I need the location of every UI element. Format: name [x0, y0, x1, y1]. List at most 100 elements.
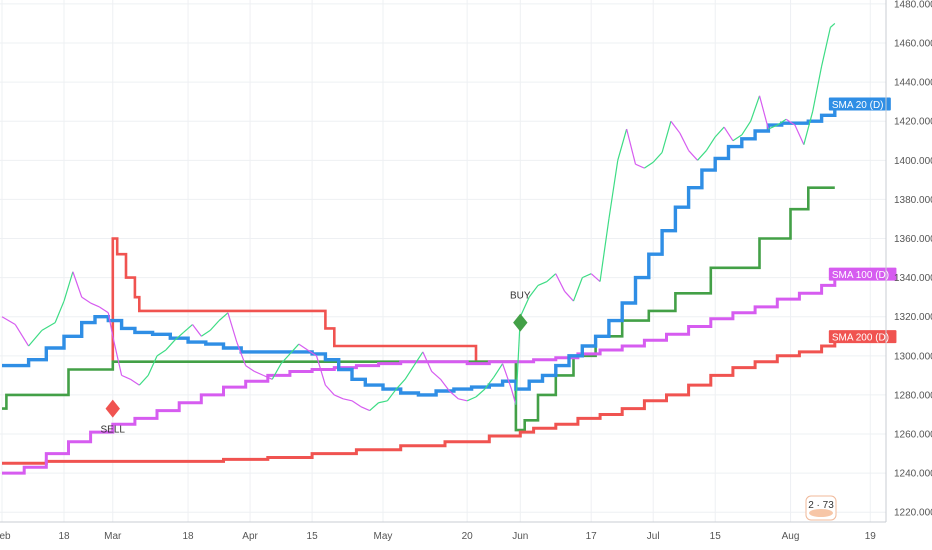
price-segment: [519, 296, 530, 317]
x-tick-label: 17: [586, 531, 598, 542]
price-segment: [72, 271, 83, 298]
price-segment: [697, 150, 707, 161]
x-tick-label: Jul: [647, 531, 660, 542]
price-segment: [147, 355, 158, 376]
price-segment: [515, 316, 521, 405]
series-tag-label: SMA 100 (D): [832, 270, 889, 281]
badge-icon: [809, 509, 833, 517]
x-tick-label: Apr: [242, 531, 258, 542]
price-segment: [14, 324, 30, 347]
y-tick-label: 1460.000: [894, 39, 932, 50]
price-segment: [776, 118, 787, 126]
y-tick-label: 1400.000: [894, 156, 932, 167]
price-segment: [99, 306, 109, 314]
price-segment: [183, 324, 193, 333]
price-segment: [590, 273, 601, 282]
price-segment: [661, 121, 672, 153]
sell-signal-marker[interactable]: [105, 399, 120, 418]
x-tick-label: 15: [307, 531, 319, 542]
y-tick-label: 1320.000: [894, 312, 932, 323]
price-segment: [830, 23, 836, 28]
annotation-layer: SMA 200 (D) SMA 100 (D) SMA 20 (D) SELL BUY 2…: [101, 97, 897, 521]
price-segment: [174, 331, 185, 341]
price-segment: [555, 273, 566, 292]
price-segment: [732, 134, 743, 142]
price-segment: [81, 296, 91, 304]
price-segment: [572, 277, 583, 302]
price-segment: [218, 312, 229, 322]
series-tag: [828, 267, 897, 281]
price-segment: [820, 27, 831, 67]
badge-label: 2 · 73: [808, 500, 834, 511]
price-segment: [794, 124, 805, 145]
series-layer: [1, 23, 837, 475]
buy-signal-marker[interactable]: [513, 313, 528, 332]
price-segment: [502, 363, 513, 390]
price-segment: [263, 374, 273, 380]
x-tick-label: Jun: [512, 531, 528, 542]
price-segment: [714, 126, 725, 138]
grid: [0, 0, 886, 522]
price-segment: [440, 378, 450, 392]
y-tick-label: 1420.000: [894, 117, 932, 128]
price-segment: [617, 128, 628, 161]
price-segment: [227, 312, 238, 343]
price-segment: [404, 365, 415, 380]
price-segment: [546, 273, 557, 282]
x-tick-label: 18: [182, 531, 194, 542]
y-tick-label: 1480.000: [894, 0, 932, 10]
price-segment: [298, 343, 309, 351]
price-segment: [63, 271, 74, 302]
price-segment: [768, 124, 778, 130]
price-segment: [458, 398, 468, 402]
price-segment: [812, 66, 823, 112]
price-segment: [90, 302, 100, 308]
series-tag-label: SMA 20 (D): [832, 100, 884, 111]
price-segment: [528, 285, 539, 298]
price-segment: [315, 355, 326, 386]
series-tag-label: SMA 200 (D): [832, 333, 889, 344]
price-segment: [608, 160, 619, 220]
price-segment: [785, 118, 796, 126]
price-segment: [138, 374, 149, 386]
price-segment: [289, 343, 300, 355]
price-segment: [121, 374, 131, 380]
price-segment: [431, 371, 441, 380]
price-segment: [582, 273, 592, 279]
price-segment: [422, 351, 433, 372]
y-tick-label: 1340.000: [894, 273, 932, 284]
y-tick-label: 1300.000: [894, 351, 932, 362]
price-segment: [652, 152, 663, 163]
price-segment: [351, 400, 362, 408]
sell-signal-label: SELL: [101, 425, 126, 436]
price-segment: [201, 329, 211, 337]
price-segment: [254, 370, 264, 376]
price-segment: [280, 353, 291, 365]
price-segment: [192, 324, 202, 337]
price-segment: [466, 396, 477, 402]
price-segment: [750, 95, 761, 122]
x-tick-label: 19: [865, 531, 877, 542]
price-segment: [395, 378, 406, 390]
price-segment: [156, 349, 167, 357]
price-segment: [413, 351, 424, 366]
price-segment: [236, 341, 247, 366]
x-tick-label: Feb: [0, 531, 11, 542]
price-segment: [705, 136, 716, 151]
x-tick-label: May: [374, 531, 393, 542]
price-segment: [537, 280, 548, 286]
price-segment: [107, 312, 114, 337]
x-tick-label: 15: [710, 531, 722, 542]
y-tick-label: 1240.000: [894, 469, 932, 480]
price-segment: [644, 161, 654, 169]
price-segment: [369, 402, 379, 412]
series-sma-100-d-line: [2, 279, 837, 475]
series-sma-20-d-line: [2, 109, 837, 397]
price-segment: [626, 128, 637, 165]
y-tick-label: 1440.000: [894, 78, 932, 89]
price-segment: [758, 95, 769, 130]
price-segment: [165, 339, 176, 351]
price-segment: [41, 322, 56, 331]
